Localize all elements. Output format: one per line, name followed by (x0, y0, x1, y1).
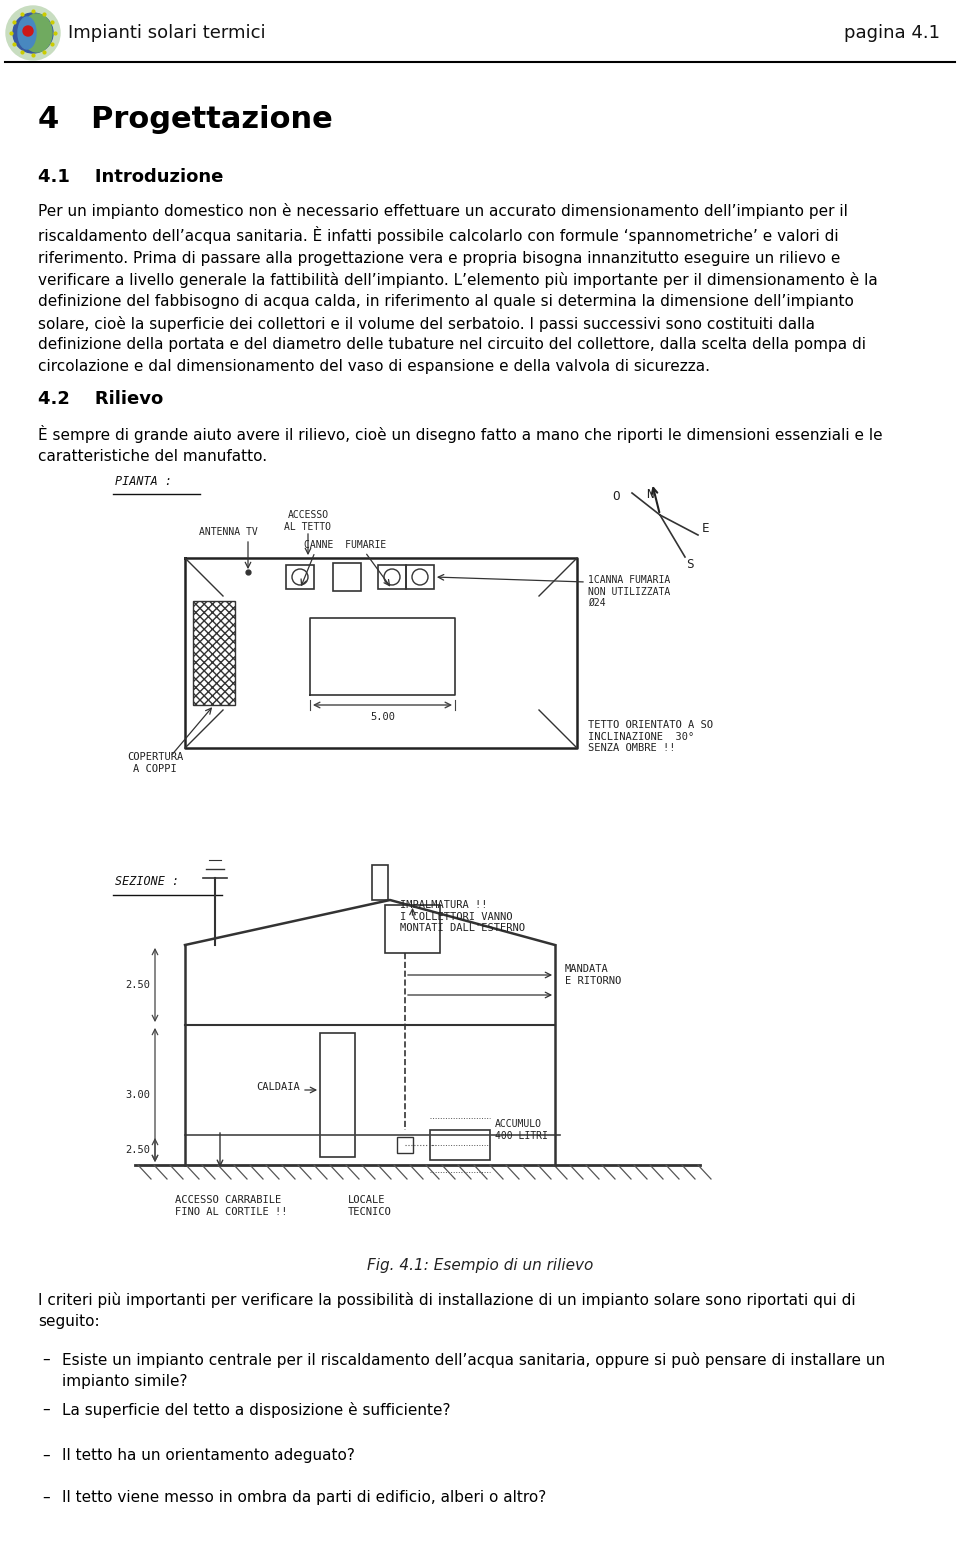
Circle shape (23, 27, 33, 36)
Text: O: O (612, 490, 620, 503)
Bar (430, 1130, 490, 1160)
Text: La superficie del tetto a disposizione è sufficiente?: La superficie del tetto a disposizione è… (62, 1402, 450, 1418)
Text: 4.2    Rilievo: 4.2 Rilievo (38, 390, 163, 407)
Text: 3.00: 3.00 (125, 1091, 150, 1100)
Bar (333, 563, 361, 591)
Text: COPERTURA
A COPPI: COPERTURA A COPPI (127, 752, 183, 774)
Text: –: – (42, 1402, 50, 1417)
Bar (286, 566, 314, 589)
Text: S: S (686, 558, 694, 570)
Text: MANDATA
E RITORNO: MANDATA E RITORNO (565, 964, 621, 986)
Ellipse shape (22, 14, 52, 52)
Text: ANTENNA TV: ANTENNA TV (199, 527, 257, 537)
Text: I criteri più importanti per verificare la possibilità di installazione di un im: I criteri più importanti per verificare … (38, 1293, 855, 1329)
Text: È sempre di grande aiuto avere il rilievo, cioè un disegno fatto a mano che ripo: È sempre di grande aiuto avere il riliev… (38, 425, 882, 464)
Text: Il tetto ha un orientamento adeguato?: Il tetto ha un orientamento adeguato? (62, 1448, 355, 1464)
Bar (320, 1033, 355, 1156)
Text: ACCUMULO
400 LITRI: ACCUMULO 400 LITRI (495, 1119, 548, 1141)
Ellipse shape (18, 17, 36, 49)
Text: 5.00: 5.00 (370, 711, 395, 722)
Text: TETTO ORIENTATO A SO
INCLINAZIONE  30°
SENZA OMBRE !!: TETTO ORIENTATO A SO INCLINAZIONE 30° SE… (588, 719, 713, 754)
Text: ACCESSO
AL TETTO: ACCESSO AL TETTO (284, 509, 331, 531)
Text: 2.50: 2.50 (125, 979, 150, 990)
Bar (193, 602, 235, 705)
Text: pagina 4.1: pagina 4.1 (844, 24, 940, 42)
Text: 1CANNA FUMARIA
NON UTILIZZATA
Ø24: 1CANNA FUMARIA NON UTILIZZATA Ø24 (588, 575, 670, 608)
Ellipse shape (13, 13, 53, 53)
Text: 4.1    Introduzione: 4.1 Introduzione (38, 168, 224, 186)
Text: N: N (646, 487, 654, 501)
Text: Il tetto viene messo in ombra da parti di edificio, alberi o altro?: Il tetto viene messo in ombra da parti d… (62, 1490, 546, 1504)
Text: CALDAIA: CALDAIA (256, 1081, 300, 1092)
Text: –: – (42, 1490, 50, 1504)
Text: E: E (702, 522, 709, 534)
Text: SEZIONE :: SEZIONE : (115, 874, 180, 888)
Bar (378, 566, 406, 589)
Text: IMPALMATURA !!
I COLLETTORI VANNO
MONTATI DALL'ESTERNO: IMPALMATURA !! I COLLETTORI VANNO MONTAT… (400, 899, 525, 934)
Bar (385, 906, 440, 953)
Text: 2.50: 2.50 (125, 1145, 150, 1155)
Text: Per un impianto domestico non è necessario effettuare un accurato dimensionament: Per un impianto domestico non è necessar… (38, 204, 877, 373)
Text: CANNE  FUMARIE: CANNE FUMARIE (304, 541, 386, 550)
Text: LOCALE
TECNICO: LOCALE TECNICO (348, 1196, 392, 1216)
Text: –: – (42, 1448, 50, 1464)
Text: ACCESSO CARRABILE
FINO AL CORTILE !!: ACCESSO CARRABILE FINO AL CORTILE !! (175, 1196, 287, 1216)
Circle shape (6, 6, 60, 60)
Bar (372, 865, 388, 899)
Text: Esiste un impianto centrale per il riscaldamento dell’acqua sanitaria, oppure si: Esiste un impianto centrale per il risca… (62, 1352, 885, 1388)
Bar (406, 566, 434, 589)
Text: –: – (42, 1352, 50, 1366)
Text: PIANTA :: PIANTA : (115, 475, 172, 487)
Text: Impianti solari termici: Impianti solari termici (68, 24, 266, 42)
Text: Fig. 4.1: Esempio di un rilievo: Fig. 4.1: Esempio di un rilievo (367, 1258, 593, 1272)
Bar (397, 1138, 413, 1153)
Text: 4   Progettazione: 4 Progettazione (38, 105, 333, 135)
